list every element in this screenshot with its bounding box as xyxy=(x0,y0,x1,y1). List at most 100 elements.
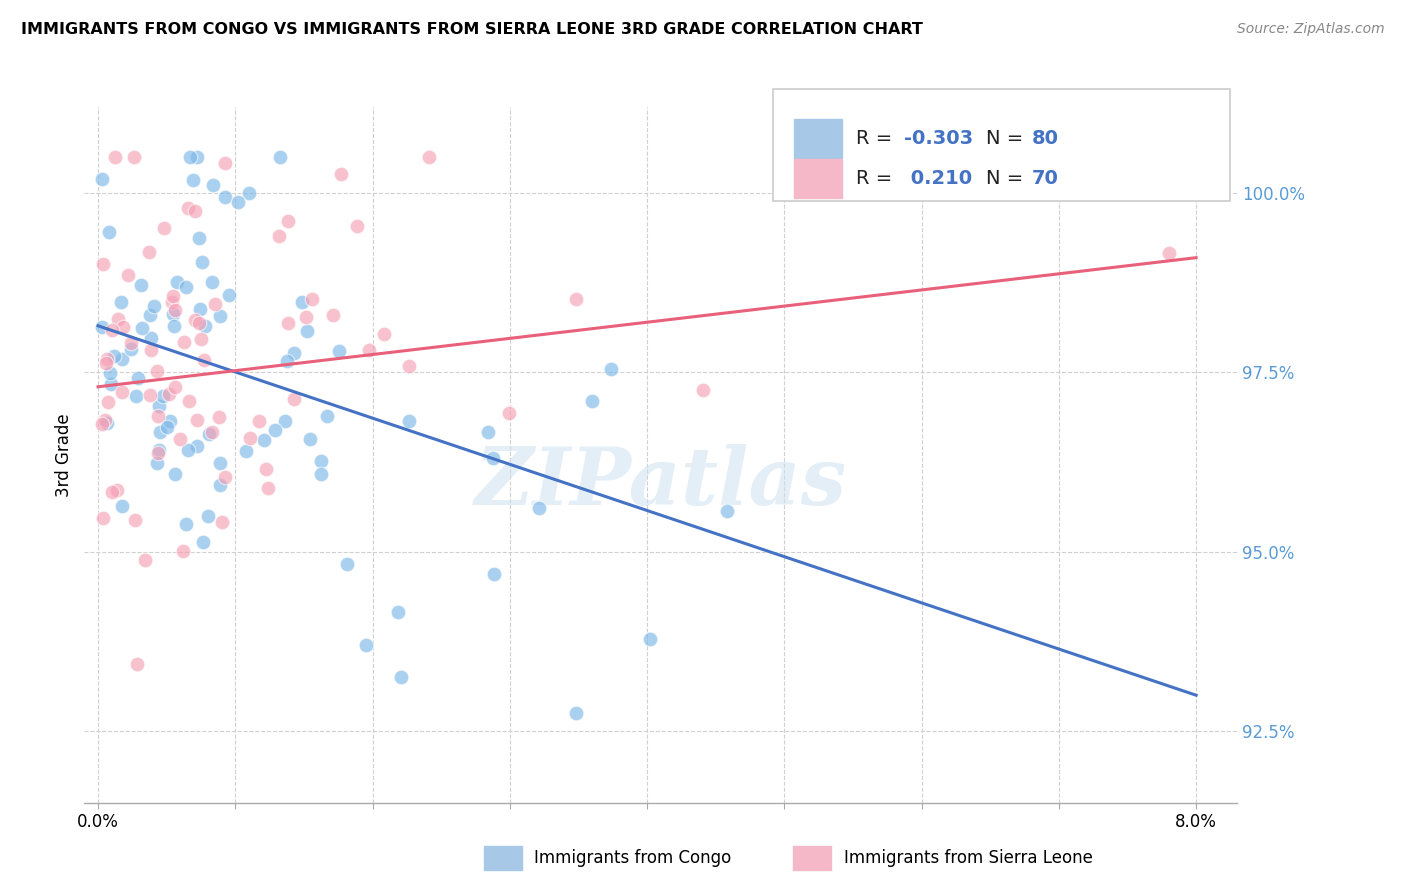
Point xyxy=(179,393,201,408)
Point xyxy=(91,172,114,186)
Point xyxy=(110,384,132,399)
Point xyxy=(214,155,236,169)
Point xyxy=(188,316,211,330)
Point xyxy=(201,276,224,290)
Point xyxy=(146,445,169,459)
Point xyxy=(254,462,277,476)
Point xyxy=(104,150,127,164)
Point xyxy=(276,354,298,368)
Point xyxy=(201,425,224,440)
Point xyxy=(98,226,121,240)
Text: 70: 70 xyxy=(1032,169,1059,188)
Point xyxy=(527,500,550,515)
Point xyxy=(100,376,122,391)
Point xyxy=(100,485,122,500)
Point xyxy=(277,213,299,227)
Point xyxy=(482,566,505,581)
Point xyxy=(148,399,170,413)
Point xyxy=(145,363,167,377)
Point xyxy=(295,310,318,325)
Point xyxy=(387,605,409,619)
Point xyxy=(97,395,120,409)
Point xyxy=(398,359,420,373)
Point xyxy=(160,294,183,309)
Text: N =: N = xyxy=(986,128,1029,148)
Point xyxy=(235,444,257,458)
Point xyxy=(190,302,212,317)
Point xyxy=(565,292,588,306)
Point xyxy=(482,451,505,466)
Point xyxy=(208,477,231,491)
Point xyxy=(191,255,214,269)
Point xyxy=(183,312,205,326)
Point xyxy=(315,409,337,423)
Point xyxy=(157,386,180,401)
Point xyxy=(309,467,332,481)
Point xyxy=(125,389,148,403)
Point xyxy=(117,268,139,283)
Point xyxy=(100,323,122,337)
Point xyxy=(256,481,278,495)
Point xyxy=(253,433,276,447)
Point xyxy=(346,219,368,233)
Point xyxy=(120,342,142,356)
Point xyxy=(131,321,153,335)
Point xyxy=(166,276,188,290)
Point xyxy=(198,427,221,442)
Text: R =: R = xyxy=(856,169,898,188)
Point xyxy=(96,352,118,367)
Point xyxy=(226,195,249,210)
Point xyxy=(301,293,323,307)
Point xyxy=(129,278,152,293)
Point xyxy=(599,362,621,376)
Point xyxy=(124,513,146,527)
Point xyxy=(263,423,285,437)
Point xyxy=(208,409,231,424)
Point xyxy=(638,632,661,646)
Point xyxy=(214,469,236,483)
Point xyxy=(716,504,738,518)
Point xyxy=(174,516,197,531)
Point xyxy=(153,221,176,235)
Point xyxy=(398,414,420,428)
Point xyxy=(163,303,186,318)
Point xyxy=(163,319,186,334)
Text: Immigrants from Sierra Leone: Immigrants from Sierra Leone xyxy=(844,849,1092,867)
Point xyxy=(498,406,520,420)
Point xyxy=(91,257,114,271)
Point xyxy=(277,316,299,330)
Point xyxy=(156,420,179,434)
Point xyxy=(181,173,204,187)
Text: -0.303: -0.303 xyxy=(904,128,973,148)
Point xyxy=(162,308,184,322)
Point xyxy=(112,320,135,334)
Point xyxy=(291,295,314,310)
Point xyxy=(173,334,195,349)
Point xyxy=(186,412,208,426)
Point xyxy=(283,392,305,406)
Point xyxy=(214,190,236,204)
Text: 0.210: 0.210 xyxy=(904,169,972,188)
Point xyxy=(105,483,128,498)
Point xyxy=(238,186,260,200)
Point xyxy=(188,231,211,245)
Point xyxy=(274,414,297,428)
Point xyxy=(391,670,413,684)
Point xyxy=(141,331,163,345)
Point xyxy=(100,366,122,380)
Point xyxy=(565,706,588,720)
Point xyxy=(143,299,166,313)
Point xyxy=(169,432,191,446)
Point xyxy=(111,351,134,366)
Point xyxy=(139,343,162,357)
Point xyxy=(127,371,149,385)
Point xyxy=(581,393,603,408)
Point xyxy=(322,308,344,322)
Point xyxy=(283,346,305,360)
Point xyxy=(148,409,170,423)
Point xyxy=(1157,246,1180,260)
Point xyxy=(120,336,142,351)
Point xyxy=(138,245,160,260)
Point xyxy=(193,534,215,549)
Point xyxy=(96,416,118,430)
